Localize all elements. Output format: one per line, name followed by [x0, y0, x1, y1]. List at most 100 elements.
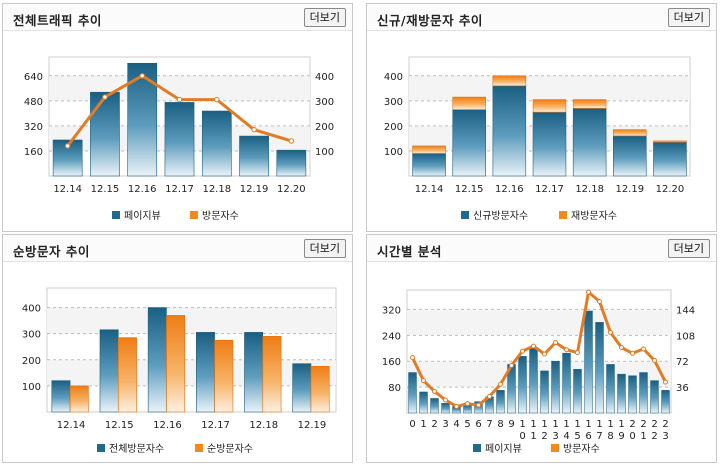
line-point — [176, 96, 183, 103]
legend-swatch — [190, 211, 198, 219]
x-tick-label: 1 — [519, 419, 525, 430]
bar-new-visitors — [653, 141, 687, 177]
traffic-trend-chart: 160 320 480 640 100 200 300 400 12.14 12.15 12.16 1… — [24, 56, 334, 222]
y-tick-label: 400 — [384, 72, 403, 83]
more-button[interactable]: 더보기 — [303, 239, 346, 258]
x-tick-label: 9 — [618, 431, 624, 442]
x-tick-label: 12.15 — [105, 420, 134, 431]
grid-band — [407, 309, 671, 336]
bar-pageview — [529, 348, 538, 414]
line-point — [288, 138, 295, 144]
panel-header: 신규/재방문자 추이 더보기 — [367, 4, 716, 31]
y2-tick-label: 108 — [676, 331, 695, 342]
y-tick-label: 160 — [382, 357, 401, 368]
legend-label: 순방문자수 — [207, 443, 253, 455]
legend-label: 방문자수 — [202, 210, 239, 222]
panel-title: 순방문자 추이 — [13, 244, 90, 259]
bar-pageview — [639, 372, 648, 414]
x-tick-label: 6 — [475, 419, 481, 430]
legend-label: 페이지뷰 — [124, 210, 161, 222]
bar-pageview — [661, 390, 670, 414]
bar-pageview — [518, 356, 527, 414]
y2-tick-label: 200 — [315, 122, 334, 133]
traffic-trend-panel: 전체트래픽 추이 더보기 160 320 480 640 100 200 300 400 12.… — [2, 3, 353, 232]
bar-new-visitors — [452, 109, 486, 177]
line-point — [663, 379, 668, 385]
x-tick-label: 5 — [574, 431, 580, 442]
y-tick-label: 320 — [382, 305, 401, 316]
line-point — [641, 346, 646, 352]
x-tick-label: 0 — [519, 431, 525, 442]
bar-pageview — [628, 375, 637, 414]
more-button[interactable]: 더보기 — [303, 8, 346, 27]
x-tick-label: 1 — [530, 431, 536, 442]
line-point — [139, 73, 145, 79]
x-tick-label: 0 — [629, 431, 635, 442]
x-tick-label: 12.14 — [53, 184, 82, 195]
new-return-visitor-chart: 100 200 300 400 12.14 12.15 12.16 12.17 12.18 12.… — [384, 56, 691, 222]
panel-title: 전체트래픽 추이 — [13, 13, 102, 28]
x-tick-label: 2 — [651, 431, 657, 442]
bar-return-visitors — [492, 75, 527, 87]
bar-pageview — [606, 364, 615, 414]
line-point — [498, 381, 503, 387]
grid-band — [47, 359, 336, 386]
y-tick-label: 400 — [22, 304, 41, 315]
line-point — [542, 351, 547, 357]
bar-total-visitors — [99, 329, 119, 413]
legend-swatch — [97, 444, 105, 452]
x-tick-label: 12.19 — [615, 184, 644, 195]
x-tick-label: 8 — [497, 419, 503, 430]
x-tick-label: 1 — [420, 419, 426, 430]
x-tick-label: 12.14 — [57, 420, 86, 431]
bar-return-visitors — [452, 96, 486, 110]
bar-pageview — [562, 352, 571, 414]
legend-label: 페이지뷰 — [485, 443, 522, 455]
bar-pageview — [650, 380, 659, 414]
x-tick-label: 12.16 — [495, 184, 524, 195]
bar-pageview — [276, 149, 307, 177]
bar-new-visitors — [412, 153, 446, 177]
x-tick-label: 12.16 — [128, 184, 157, 195]
line-point — [487, 393, 492, 399]
x-tick-label: 0 — [409, 419, 415, 430]
bar-pageview — [201, 110, 232, 177]
y-tick-label: 200 — [384, 122, 403, 133]
line-point — [214, 96, 220, 103]
y-tick-label: 320 — [24, 122, 43, 133]
line-point — [608, 329, 613, 335]
x-tick-label: 12.17 — [535, 184, 564, 195]
new-return-visitor-panel: 신규/재방문자 추이 더보기 100 200 300 400 12.14 12.15 12.… — [366, 3, 717, 232]
x-tick-label: 12.16 — [153, 420, 182, 431]
unique-visitor-chart: 100 200 300 400 12.14 12.15 12.16 12.17 12.18 12.… — [22, 287, 337, 455]
x-tick-label: 12.20 — [277, 184, 306, 195]
x-tick-label: 6 — [585, 431, 591, 442]
bar-unique-visitors — [214, 339, 234, 413]
bar-unique-visitors — [166, 315, 186, 413]
more-button[interactable]: 더보기 — [667, 239, 710, 258]
panel-title: 시간별 분석 — [377, 244, 442, 259]
panel-header: 시간별 분석 더보기 — [367, 235, 716, 262]
line-point — [553, 340, 558, 346]
legend-swatch — [461, 211, 469, 219]
legend-swatch — [473, 444, 481, 452]
bar-pageview — [441, 403, 450, 414]
more-button[interactable]: 더보기 — [667, 8, 710, 27]
line-point — [564, 347, 569, 353]
line-point — [597, 299, 602, 305]
line-point — [531, 343, 536, 349]
bar-unique-visitors — [310, 366, 330, 413]
y-tick-label: 100 — [22, 382, 41, 393]
x-tick-label: 2 — [431, 419, 437, 430]
legend-label: 방문자수 — [563, 443, 600, 455]
bar-pageview — [551, 360, 560, 414]
y-tick-label: 160 — [24, 147, 43, 158]
panel-header: 순방문자 추이 더보기 — [3, 235, 352, 262]
y2-tick-label: 36 — [676, 383, 689, 394]
bar-pageview — [164, 102, 195, 177]
line-point — [454, 404, 459, 410]
panel-header: 전체트래픽 추이 더보기 — [3, 4, 352, 31]
y-tick-label: 480 — [24, 97, 43, 108]
x-tick-label: 2 — [662, 419, 668, 430]
